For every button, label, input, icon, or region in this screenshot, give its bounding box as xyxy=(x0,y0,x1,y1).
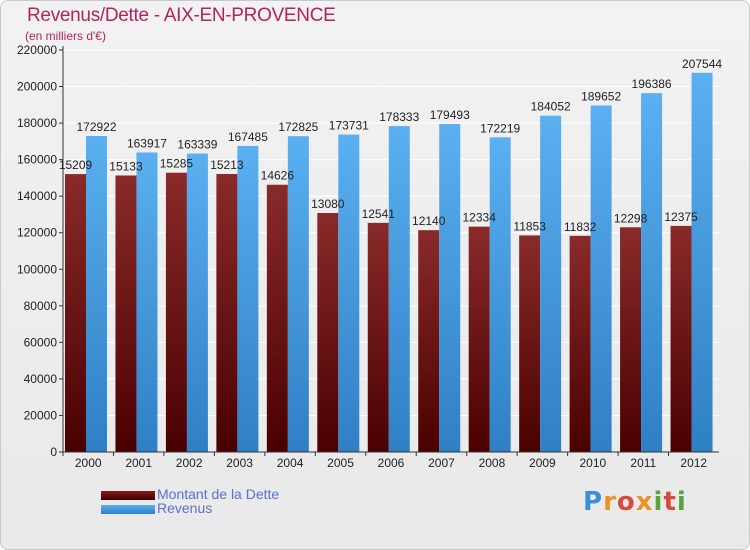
data-label-dette: 15133 xyxy=(109,159,143,173)
data-label-revenus: 178333 xyxy=(379,110,419,124)
y-tick-label: 0 xyxy=(50,445,57,459)
bar-revenus xyxy=(590,105,612,452)
chart-title: Revenus/Dette - AIX-EN-PROVENCE xyxy=(27,5,336,26)
data-label-revenus: 172922 xyxy=(76,120,116,134)
data-label-revenus: 163917 xyxy=(127,136,167,150)
y-tick-label: 80000 xyxy=(24,299,58,313)
y-tick-label: 200000 xyxy=(17,80,57,94)
y-tick-label: 40000 xyxy=(24,372,58,386)
y-tick-label: 140000 xyxy=(17,189,57,203)
bar-dette xyxy=(266,184,288,452)
x-tick-label: 2006 xyxy=(378,456,405,470)
bar-revenus xyxy=(186,153,208,452)
data-label-dette: 12140 xyxy=(412,214,446,228)
y-tick-label: 120000 xyxy=(17,226,57,240)
y-tick-label: 60000 xyxy=(24,335,58,349)
data-label-dette: 11853 xyxy=(513,219,546,233)
bar-revenus xyxy=(641,93,663,452)
data-label-revenus: 184052 xyxy=(531,100,571,114)
x-tick-label: 2002 xyxy=(176,456,203,470)
data-label-dette: 12334 xyxy=(463,211,497,225)
data-label-revenus: 172219 xyxy=(480,121,520,135)
bar-revenus xyxy=(540,115,562,452)
y-tick-label: 160000 xyxy=(17,153,57,167)
legend-swatch-dette xyxy=(101,491,155,500)
data-label-dette: 12298 xyxy=(614,211,648,225)
legend-label-dette: Montant de la Dette xyxy=(157,486,280,502)
x-tick-label: 2001 xyxy=(125,456,152,470)
bar-revenus xyxy=(489,137,511,453)
data-label-revenus: 189652 xyxy=(581,89,621,103)
x-tick-label: 2012 xyxy=(680,456,707,470)
bar-revenus xyxy=(439,124,461,452)
data-label-revenus: 167485 xyxy=(228,130,268,144)
bar-dette xyxy=(115,175,137,452)
y-tick-label: 20000 xyxy=(24,408,58,422)
bar-revenus xyxy=(86,136,107,452)
bar-dette xyxy=(670,225,692,452)
data-label-dette: 11832 xyxy=(564,220,597,234)
x-tick-label: 2010 xyxy=(579,456,606,470)
y-tick-label: 180000 xyxy=(17,116,57,130)
x-tick-label: 2007 xyxy=(428,456,455,470)
x-tick-label: 2000 xyxy=(75,456,102,470)
y-tick-label: 100000 xyxy=(17,262,57,276)
bar-revenus xyxy=(287,136,309,452)
bar-dette xyxy=(468,226,490,452)
x-tick-label: 2005 xyxy=(327,456,354,470)
data-label-dette: 12375 xyxy=(664,210,698,224)
chart-subtitle: (en milliers d'€) xyxy=(25,29,106,43)
x-tick-label: 2011 xyxy=(630,456,656,470)
data-label-dette: 15209 xyxy=(59,158,93,172)
bar-revenus xyxy=(388,126,410,453)
legend-label-revenus: Revenus xyxy=(157,500,213,516)
legend-swatch-revenus xyxy=(101,505,155,514)
data-label-revenus: 163339 xyxy=(177,138,217,152)
y-tick-label: 220000 xyxy=(17,43,57,57)
data-label-revenus: 196386 xyxy=(632,77,672,91)
bar-dette xyxy=(216,174,238,452)
bar-dette xyxy=(519,235,541,452)
bar-dette xyxy=(418,230,440,452)
data-label-dette: 14626 xyxy=(261,169,295,183)
data-label-revenus: 179493 xyxy=(430,108,470,122)
bar-dette xyxy=(569,235,591,452)
data-label-dette: 15285 xyxy=(160,157,194,171)
x-tick-label: 2008 xyxy=(479,456,506,470)
data-label-dette: 12541 xyxy=(362,207,396,221)
bar-revenus xyxy=(136,152,158,452)
bar-revenus xyxy=(691,72,713,453)
bar-dette xyxy=(165,172,187,453)
bar-dette xyxy=(620,227,642,452)
data-label-dette: 13080 xyxy=(311,197,345,211)
bar-revenus xyxy=(338,134,360,452)
bar-dette xyxy=(317,212,339,452)
bar-revenus xyxy=(237,145,259,452)
data-label-revenus: 173731 xyxy=(329,119,369,133)
bar-dette xyxy=(367,222,389,452)
proxiti-logo: Proxiti xyxy=(583,487,687,517)
bar-dette xyxy=(65,174,86,452)
data-label-dette: 15213 xyxy=(210,158,244,172)
x-tick-label: 2009 xyxy=(529,456,556,470)
data-label-revenus: 207544 xyxy=(682,57,722,71)
x-tick-label: 2004 xyxy=(277,456,304,470)
x-tick-label: 2003 xyxy=(226,456,253,470)
data-label-revenus: 172825 xyxy=(278,120,318,134)
